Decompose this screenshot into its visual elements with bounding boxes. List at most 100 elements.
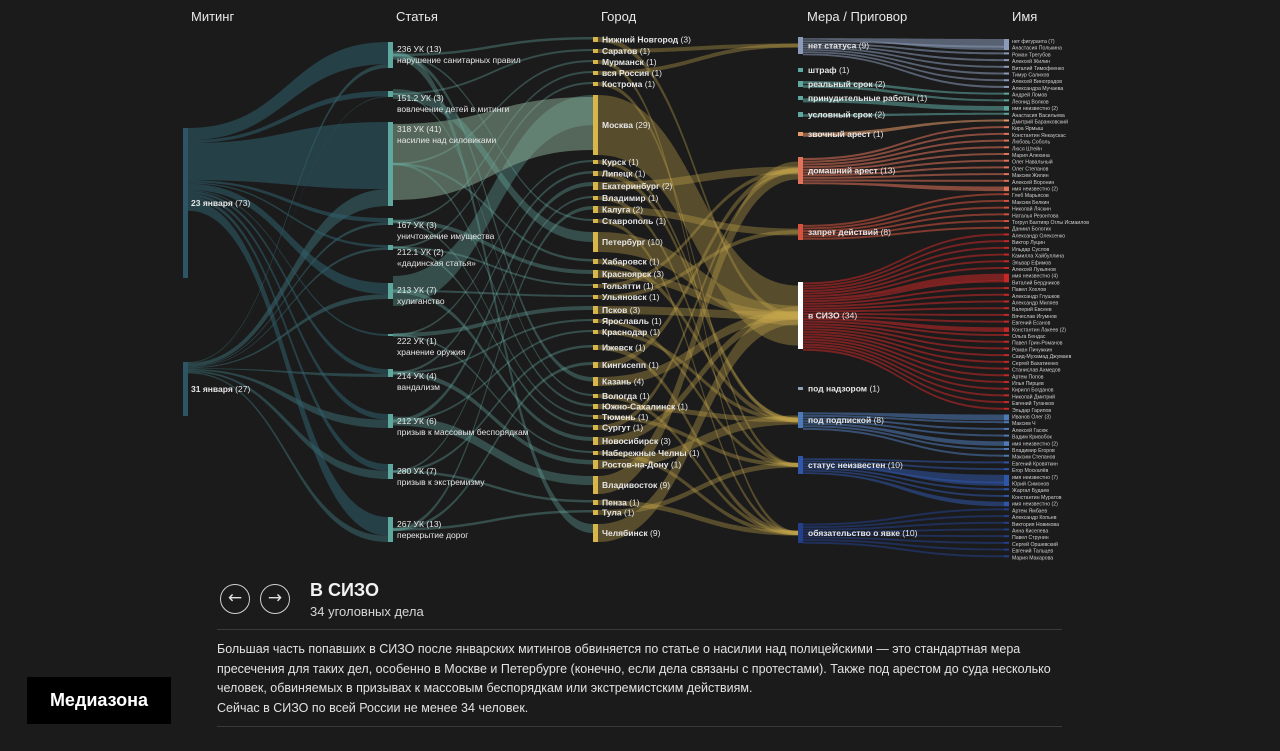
article-city-flow bbox=[393, 220, 593, 417]
city-label: Кингисепп (1) bbox=[602, 360, 659, 370]
name-node bbox=[1004, 193, 1009, 196]
article-node bbox=[388, 218, 393, 225]
measure-name-flow bbox=[803, 81, 1004, 95]
measure-label: под надзором (1) bbox=[808, 384, 880, 394]
city-node bbox=[593, 60, 598, 64]
name-node bbox=[1004, 126, 1009, 129]
measure-node bbox=[798, 523, 803, 543]
mediazona-logo[interactable]: Медиазона bbox=[27, 677, 171, 724]
sankey-diagram: Митинг Статья Город Мера / Приговор Имя 23 я… bbox=[183, 9, 1089, 561]
panel-title: В СИЗО bbox=[310, 580, 379, 600]
city-measure-flow bbox=[598, 82, 798, 467]
city-measure-flow bbox=[598, 259, 798, 423]
name-label: Евгений Туганков bbox=[1012, 400, 1054, 407]
article-label: 212 УК (6) bbox=[397, 416, 437, 426]
measure-name-flow bbox=[803, 98, 1004, 111]
article-description: вандализм bbox=[397, 382, 440, 392]
measure-name-flow bbox=[803, 539, 1004, 551]
name-label: Олег Степанов bbox=[1012, 166, 1049, 172]
name-label: Алексей Жилин bbox=[1012, 58, 1050, 65]
name-node bbox=[1004, 320, 1009, 323]
city-label: Вологда (1) bbox=[602, 391, 650, 401]
city-measure-flow bbox=[598, 270, 798, 320]
measure-name-flow bbox=[803, 515, 1004, 529]
name-node bbox=[1004, 112, 1009, 115]
rally-article-flow bbox=[188, 196, 388, 471]
name-node bbox=[1004, 401, 1009, 404]
article-label: 212.1 УК (2) bbox=[397, 247, 444, 257]
city-node bbox=[593, 330, 598, 334]
city-label: Липецк (1) bbox=[602, 169, 645, 179]
city-label: Сургут (1) bbox=[602, 423, 643, 433]
city-node bbox=[593, 306, 598, 314]
name-node bbox=[1004, 454, 1009, 457]
measure-name-flow bbox=[803, 528, 1004, 534]
name-node bbox=[1004, 394, 1009, 397]
article-node bbox=[388, 245, 393, 250]
name-node bbox=[1004, 387, 1009, 390]
name-label: Константин Лакеев (2) bbox=[1012, 327, 1066, 333]
name-label: Виталий Тимофеенко bbox=[1012, 65, 1064, 72]
measure-name-flow bbox=[803, 460, 1004, 471]
city-measure-flow bbox=[598, 168, 798, 288]
name-node bbox=[1004, 434, 1009, 437]
name-label: Сергей Вахатиенко bbox=[1012, 360, 1059, 367]
article-city-flow bbox=[393, 290, 593, 297]
measure-name-flow bbox=[803, 307, 1004, 313]
measure-label: звочный арест (1) bbox=[808, 129, 884, 139]
city-node bbox=[593, 460, 598, 469]
city-measure-flow bbox=[598, 230, 798, 299]
next-button[interactable]: → bbox=[260, 584, 290, 614]
name-label: Павел Грин-Романов bbox=[1012, 341, 1063, 347]
article-description: хулиганство bbox=[397, 296, 445, 306]
name-node bbox=[1004, 280, 1009, 283]
article-city-flow bbox=[393, 289, 593, 441]
name-node bbox=[1004, 79, 1009, 82]
article-city-flow bbox=[393, 370, 593, 465]
measure-name-flow bbox=[803, 338, 1004, 383]
measure-name-flow bbox=[803, 260, 1004, 295]
name-node bbox=[1004, 159, 1009, 162]
measure-name-flow bbox=[803, 325, 1004, 350]
arrow-right-icon: → bbox=[267, 588, 283, 608]
city-measure-flow bbox=[598, 37, 798, 318]
name-label: Олег Навальный bbox=[1012, 159, 1053, 166]
name-label: Кира Ярмыш bbox=[1012, 126, 1043, 132]
name-label: имя неизвестно (2) bbox=[1012, 106, 1058, 112]
name-label: Виктория Новикова bbox=[1012, 522, 1059, 528]
name-node bbox=[1004, 39, 1009, 51]
measure-name-flow bbox=[803, 287, 1004, 305]
rally-article-flow bbox=[188, 200, 388, 536]
measure-name-flow bbox=[803, 179, 1004, 182]
measure-name-flow bbox=[803, 53, 1004, 88]
name-label: Максим Белкин bbox=[1012, 200, 1049, 206]
measure-name-flow bbox=[803, 323, 1004, 343]
city-node bbox=[593, 49, 598, 53]
name-label: Станислав Ахмедов bbox=[1012, 368, 1061, 374]
city-node bbox=[593, 95, 598, 155]
name-node bbox=[1004, 340, 1009, 343]
name-node bbox=[1004, 555, 1009, 558]
rally-article-flow bbox=[188, 372, 388, 542]
city-node bbox=[593, 476, 598, 494]
city-label: Тольятти (1) bbox=[602, 281, 654, 291]
city-label: Казань (4) bbox=[602, 377, 644, 387]
name-node bbox=[1004, 468, 1009, 471]
article-node bbox=[388, 517, 393, 542]
name-node bbox=[1004, 347, 1009, 350]
city-label: Владимир (1) bbox=[602, 193, 659, 203]
city-label: Курск (1) bbox=[602, 157, 639, 167]
rally-article-flow bbox=[188, 122, 388, 190]
city-node bbox=[593, 500, 598, 505]
name-node bbox=[1004, 528, 1009, 531]
name-node bbox=[1004, 273, 1009, 281]
name-label: Андрей Ломов bbox=[1012, 92, 1047, 99]
name-node bbox=[1004, 213, 1009, 216]
name-label: Анастасия Полькина bbox=[1012, 46, 1062, 52]
article-label: 167 УК (3) bbox=[397, 220, 437, 230]
article-city-flow bbox=[393, 97, 593, 200]
name-label: имя неизвестно (2) bbox=[1012, 441, 1058, 447]
prev-button[interactable]: ← bbox=[220, 584, 250, 614]
name-node bbox=[1004, 535, 1009, 538]
city-node bbox=[593, 394, 598, 398]
